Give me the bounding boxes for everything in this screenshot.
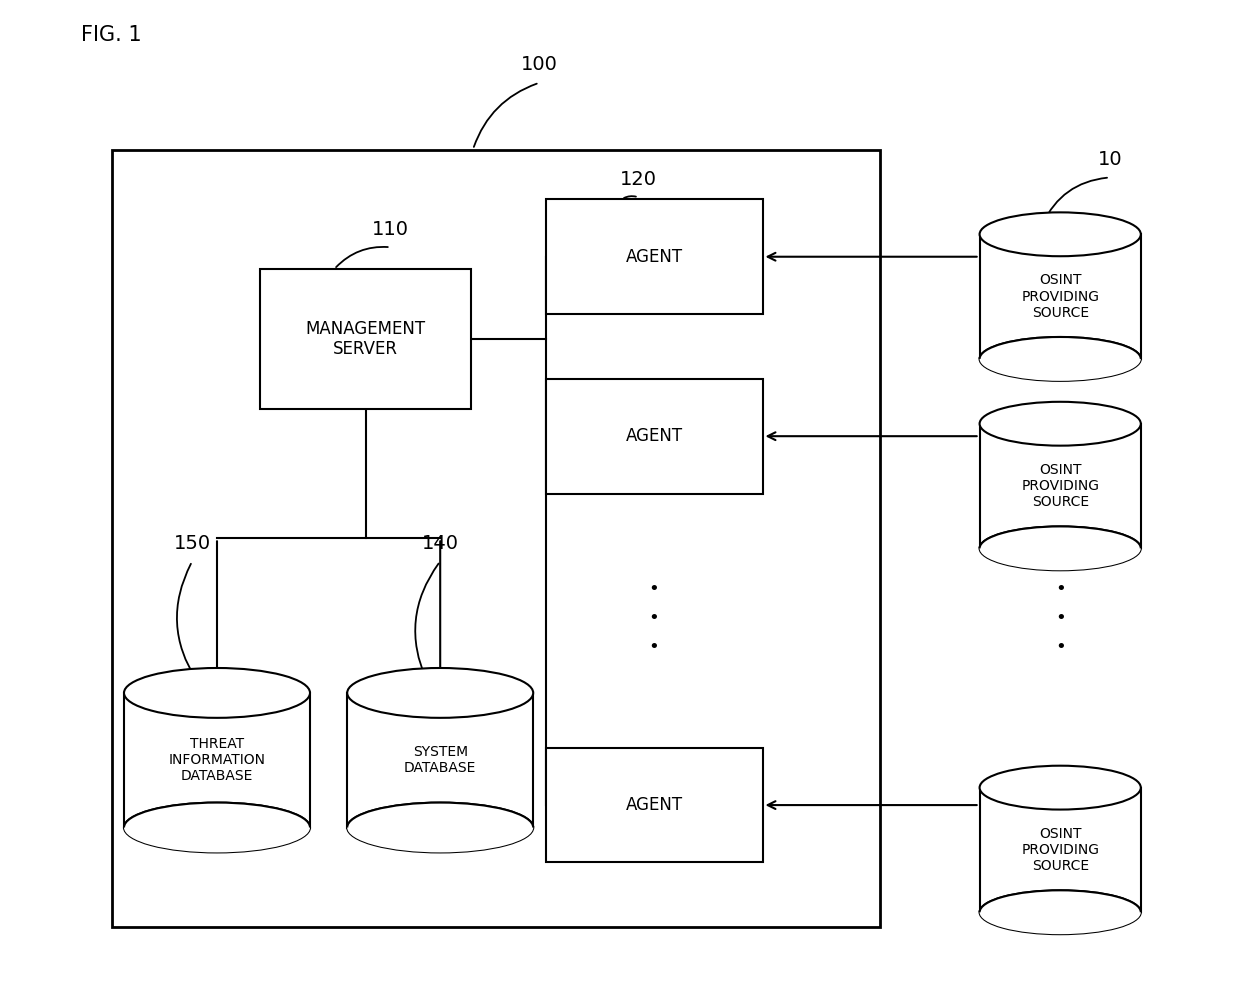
Bar — [980, 424, 1141, 548]
Bar — [546, 199, 763, 314]
Bar — [546, 379, 763, 494]
Text: OSINT
PROVIDING
SOURCE: OSINT PROVIDING SOURCE — [1022, 463, 1099, 509]
Ellipse shape — [124, 668, 310, 718]
Text: OSINT
PROVIDING
SOURCE: OSINT PROVIDING SOURCE — [1022, 273, 1099, 320]
Text: SYSTEM
DATABASE: SYSTEM DATABASE — [404, 745, 476, 776]
Text: MANAGEMENT
SERVER: MANAGEMENT SERVER — [306, 320, 425, 358]
Ellipse shape — [347, 803, 533, 852]
Bar — [980, 788, 1141, 912]
FancyBboxPatch shape — [112, 150, 880, 927]
Ellipse shape — [980, 402, 1141, 446]
Text: AGENT: AGENT — [625, 796, 683, 815]
Bar — [347, 693, 533, 828]
Text: 120: 120 — [620, 169, 657, 189]
Ellipse shape — [980, 337, 1141, 381]
Bar — [546, 748, 763, 862]
Text: THREAT
INFORMATION
DATABASE: THREAT INFORMATION DATABASE — [169, 737, 265, 784]
Ellipse shape — [347, 803, 533, 852]
Text: 100: 100 — [521, 55, 558, 75]
Text: 140: 140 — [422, 533, 459, 553]
Ellipse shape — [980, 526, 1141, 570]
Text: AGENT: AGENT — [625, 247, 683, 266]
Ellipse shape — [347, 668, 533, 718]
Ellipse shape — [124, 803, 310, 852]
Text: 10: 10 — [1097, 150, 1122, 169]
Ellipse shape — [980, 890, 1141, 934]
Text: •
•
•: • • • — [1055, 580, 1065, 656]
Bar — [124, 693, 310, 828]
Text: 150: 150 — [174, 533, 211, 553]
Text: •
•
•: • • • — [649, 580, 658, 656]
Bar — [980, 234, 1141, 359]
Text: AGENT: AGENT — [625, 427, 683, 446]
Ellipse shape — [980, 212, 1141, 256]
Ellipse shape — [980, 526, 1141, 570]
Ellipse shape — [124, 803, 310, 852]
Ellipse shape — [980, 337, 1141, 381]
Text: FIG. 1: FIG. 1 — [81, 25, 141, 45]
Text: OSINT
PROVIDING
SOURCE: OSINT PROVIDING SOURCE — [1022, 827, 1099, 873]
Ellipse shape — [980, 766, 1141, 810]
Text: 110: 110 — [372, 219, 409, 239]
Ellipse shape — [980, 890, 1141, 934]
Bar — [260, 269, 471, 409]
